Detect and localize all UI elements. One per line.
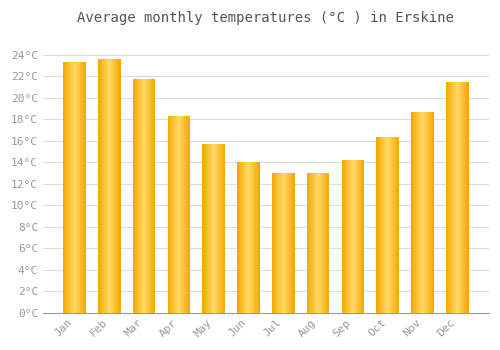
Title: Average monthly temperatures (°C ) in Erskine: Average monthly temperatures (°C ) in Er… bbox=[78, 11, 454, 25]
